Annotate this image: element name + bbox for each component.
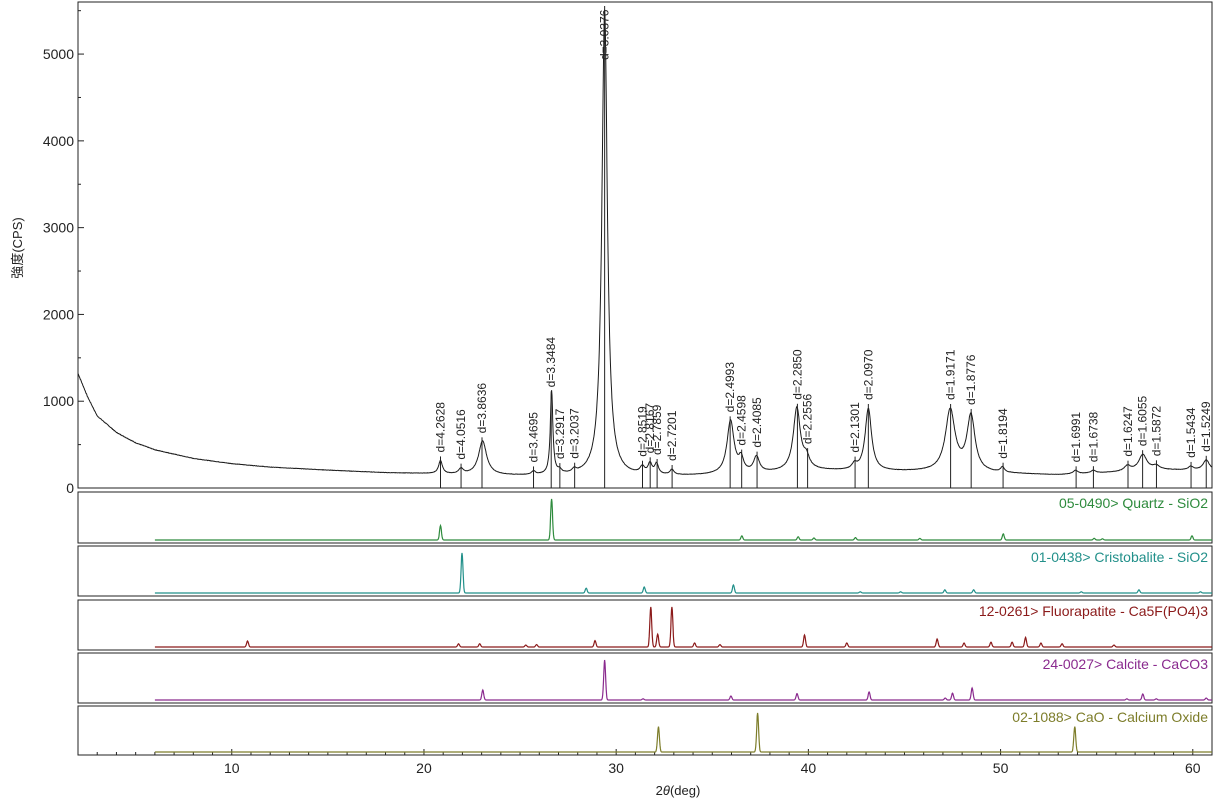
reference-panel-frame bbox=[77, 705, 1213, 756]
d-spacing-label: d=1.5872 bbox=[1149, 406, 1163, 457]
y-axis-label: 強度(CPS) bbox=[10, 217, 25, 278]
reference-pattern-trace bbox=[154, 498, 1212, 541]
reference-pattern-trace bbox=[154, 606, 1212, 648]
x-tick-label: 20 bbox=[416, 760, 432, 776]
d-spacing-label: d=1.6738 bbox=[1086, 411, 1100, 462]
reference-pattern-label: 01-0438> Cristobalite - SiO2 bbox=[1031, 549, 1208, 565]
y-tick-label: 5000 bbox=[43, 46, 74, 62]
d-spacing-label: d=2.4085 bbox=[750, 397, 764, 448]
d-spacing-label: d=3.4695 bbox=[527, 412, 541, 463]
reference-panel-frame bbox=[77, 491, 1213, 544]
reference-pattern-label: 05-0490> Quartz - SiO2 bbox=[1059, 495, 1208, 511]
d-spacing-label: d=2.8167 bbox=[643, 403, 657, 454]
reference-panel-frame bbox=[77, 545, 1213, 597]
d-spacing-label: d=2.7201 bbox=[665, 410, 679, 461]
d-spacing-label: d=2.2556 bbox=[801, 393, 815, 444]
d-spacing-label: d=3.8636 bbox=[475, 383, 489, 434]
reference-pattern-trace bbox=[154, 712, 1212, 753]
d-spacing-label: d=1.8194 bbox=[996, 408, 1010, 459]
reference-pattern-label: 12-0261> Fluorapatite - Ca5F(PO4)3 bbox=[979, 603, 1208, 619]
reference-panel-frame bbox=[77, 652, 1213, 704]
d-spacing-label: d=3.3484 bbox=[544, 337, 558, 388]
d-spacing-label: d=2.4993 bbox=[723, 362, 737, 413]
d-spacing-label: d=2.0970 bbox=[861, 349, 875, 400]
x-axis-label: 2θ(deg) bbox=[656, 783, 701, 798]
x-tick-label: 40 bbox=[801, 760, 817, 776]
d-spacing-label: d=2.2850 bbox=[790, 349, 804, 400]
y-tick-label: 1000 bbox=[43, 393, 74, 409]
d-spacing-label: d=2.7859 bbox=[650, 404, 664, 455]
d-spacing-label: d=1.6055 bbox=[1136, 395, 1150, 446]
d-spacing-label: d=1.8776 bbox=[964, 354, 978, 405]
x-axis-label-suffix: (deg) bbox=[670, 783, 700, 798]
d-spacing-label: d=2.1301 bbox=[848, 402, 862, 453]
main-plot-frame bbox=[77, 1, 1213, 489]
d-spacing-label: d=1.9171 bbox=[944, 349, 958, 400]
x-tick-label: 30 bbox=[608, 760, 624, 776]
y-tick-label: 2000 bbox=[43, 306, 74, 322]
y-tick-label: 0 bbox=[66, 480, 74, 496]
d-spacing-label: d=2.4598 bbox=[735, 395, 749, 446]
d-spacing-label: d=1.6247 bbox=[1121, 406, 1135, 457]
x-axis-label-theta: θ bbox=[663, 783, 670, 798]
d-spacing-label: d=2.8519 bbox=[636, 406, 650, 457]
d-spacing-label: d=1.5249 bbox=[1199, 401, 1213, 452]
x-axis-label-prefix: 2 bbox=[656, 783, 663, 798]
d-spacing-label: d=4.0516 bbox=[454, 409, 468, 460]
x-tick-label: 50 bbox=[993, 760, 1009, 776]
d-spacing-label: d=1.6991 bbox=[1069, 412, 1083, 463]
diffraction-trace bbox=[77, 9, 1213, 475]
x-tick-label: 60 bbox=[1185, 760, 1201, 776]
x-tick-label: 10 bbox=[224, 760, 240, 776]
y-tick-label: 4000 bbox=[43, 133, 74, 149]
d-spacing-label: d=3.0376 bbox=[598, 9, 612, 60]
reference-panel-frame bbox=[77, 599, 1213, 651]
reference-pattern-trace bbox=[154, 552, 1212, 594]
d-spacing-label: d=1.5434 bbox=[1184, 407, 1198, 458]
reference-pattern-label: 02-1088> CaO - Calcium Oxide bbox=[1012, 709, 1208, 725]
y-tick-label: 3000 bbox=[43, 220, 74, 236]
d-spacing-label: d=4.2628 bbox=[433, 402, 447, 453]
reference-pattern-trace bbox=[154, 659, 1212, 701]
d-spacing-label: d=3.2917 bbox=[553, 408, 567, 459]
reference-pattern-label: 24-0027> Calcite - CaCO3 bbox=[1043, 656, 1209, 672]
d-spacing-label: d=3.2037 bbox=[568, 408, 582, 459]
